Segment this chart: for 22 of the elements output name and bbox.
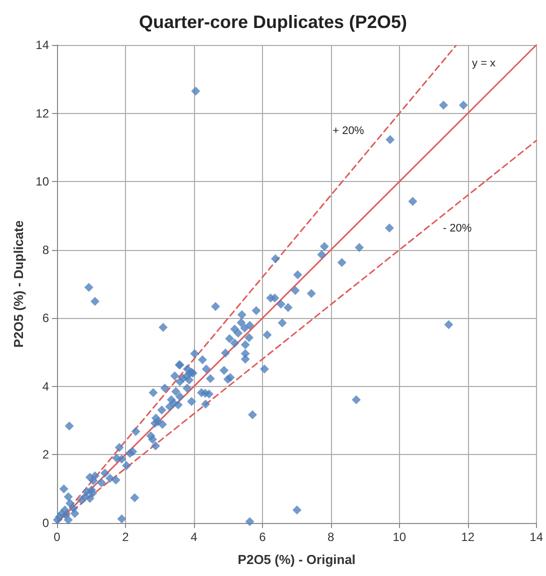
y-tick-label: 14: [36, 38, 50, 52]
y-tick-label: 6: [42, 311, 50, 326]
x-axis-title: P2O5 (%) - Original: [238, 552, 356, 567]
y-tick-label: 12: [36, 106, 50, 120]
series-label: y = x: [472, 58, 496, 70]
x-tick-label: 0: [54, 530, 61, 544]
y-tick-label: 2: [42, 448, 50, 462]
y-tick-label: 8: [42, 242, 50, 257]
series-label: + 20%: [332, 125, 364, 138]
x-tick-label: 8: [328, 530, 335, 544]
x-tick-label: 10: [392, 530, 406, 544]
series-label: - 20%: [442, 222, 472, 235]
x-tick-label: 14: [530, 530, 544, 544]
x-tick-label: 6: [259, 530, 266, 544]
y-tick-label: 0: [42, 516, 50, 530]
chart-title: Quarter-core Duplicates (P2O5): [138, 12, 408, 32]
y-tick-label: 10: [36, 174, 50, 189]
y-tick-label: 4: [42, 379, 50, 394]
x-tick-label: 4: [190, 530, 198, 544]
x-tick-label: 2: [122, 530, 130, 544]
y-axis-title: P2O5 (%) - Duplicate: [10, 220, 26, 348]
x-tick-label: 12: [461, 530, 475, 544]
